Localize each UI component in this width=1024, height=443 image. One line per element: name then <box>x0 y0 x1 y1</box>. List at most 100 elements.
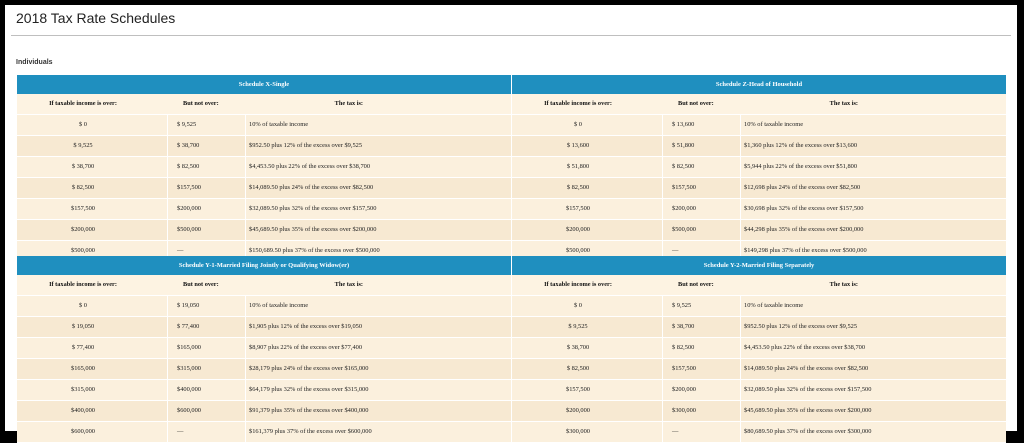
col-header-tax: The tax is: <box>334 281 363 288</box>
title-divider <box>11 35 1011 36</box>
column-divider <box>662 157 663 177</box>
column-divider <box>662 359 663 379</box>
col-header-over: If taxable income is over: <box>544 281 612 288</box>
column-divider <box>167 317 168 337</box>
col-header-not-over: But not over: <box>183 281 219 288</box>
column-divider <box>167 401 168 421</box>
schedule-table: Schedule X-Single If taxable income is ov… <box>17 75 511 262</box>
table-row: $ 13,600 $ 51,800 $1,360 plus 12% of the e… <box>512 136 1006 157</box>
cell-tax: $5,944 plus 22% of the excess over $51,8… <box>744 163 858 170</box>
column-divider <box>740 380 741 400</box>
column-divider <box>245 422 246 442</box>
table-row: $200,000 $300,000 $45,689.50 plus 35% of t… <box>512 401 1006 422</box>
column-divider <box>740 220 741 240</box>
cell-tax: $45,689.50 plus 35% of the excess over $… <box>744 407 872 414</box>
column-divider <box>245 157 246 177</box>
column-divider <box>740 115 741 135</box>
table-row: $157,500 $200,000 $32,089.50 plus 32% of t… <box>17 199 511 220</box>
cell-not-over: $ 19,050 <box>177 302 200 309</box>
cell-not-over: $400,000 <box>177 386 201 393</box>
cell-not-over: — <box>672 247 679 254</box>
column-divider <box>167 422 168 442</box>
cell-over: $200,000 <box>566 407 590 414</box>
cell-tax: 10% of taxable income <box>744 302 804 309</box>
cell-not-over: $157,500 <box>672 184 696 191</box>
cell-over: $ 77,400 <box>71 344 95 351</box>
table-row: $ 38,700 $ 82,500 $4,453.50 plus 22% of th… <box>512 338 1006 359</box>
cell-not-over: $500,000 <box>177 226 201 233</box>
cell-over: $165,000 <box>71 365 95 372</box>
column-divider <box>245 199 246 219</box>
table-row: $200,000 $500,000 $45,689.50 plus 35% of t… <box>17 220 511 241</box>
column-divider <box>662 338 663 358</box>
cell-not-over: $ 82,500 <box>672 344 695 351</box>
col-header-tax: The tax is: <box>829 281 858 288</box>
column-divider <box>662 401 663 421</box>
table-row: $315,000 $400,000 $64,179 plus 32% of the … <box>17 380 511 401</box>
cell-not-over: $ 9,525 <box>177 121 197 128</box>
column-header-row: If taxable income is over: But not over: T… <box>17 94 511 115</box>
column-divider <box>245 220 246 240</box>
cell-over: $200,000 <box>566 226 590 233</box>
cell-not-over: $ 82,500 <box>177 163 200 170</box>
table-row: $ 0 $ 19,050 10% of taxable income <box>17 296 511 317</box>
section-label: Individuals <box>16 59 53 66</box>
column-divider <box>740 422 741 442</box>
cell-over: $ 51,800 <box>566 163 590 170</box>
cell-tax: $952.50 plus 12% of the excess over $9,5… <box>744 323 858 330</box>
cell-tax: $32,089.50 plus 32% of the excess over $… <box>744 386 872 393</box>
column-divider <box>167 178 168 198</box>
column-divider <box>662 422 663 442</box>
col-header-over: If taxable income is over: <box>49 281 117 288</box>
cell-over: $ 82,500 <box>566 184 590 191</box>
cell-tax: 10% of taxable income <box>249 121 309 128</box>
cell-over: $ 0 <box>574 302 582 309</box>
column-divider <box>245 401 246 421</box>
schedule-table: Schedule Y-2-Married Filing Separately If… <box>511 256 1006 443</box>
cell-over: $500,000 <box>566 247 590 254</box>
cell-not-over: $ 77,400 <box>177 323 200 330</box>
cell-tax: $45,689.50 plus 35% of the excess over $… <box>249 226 377 233</box>
cell-over: $ 19,050 <box>71 323 95 330</box>
cell-tax: $1,360 plus 12% of the excess over $13,6… <box>744 142 858 149</box>
cell-not-over: — <box>672 428 679 435</box>
column-divider <box>740 401 741 421</box>
cell-tax: $64,179 plus 32% of the excess over $315… <box>249 386 369 393</box>
cell-over: $ 82,500 <box>71 184 95 191</box>
column-divider <box>662 220 663 240</box>
cell-tax: $14,089.50 plus 24% of the excess over $… <box>744 365 869 372</box>
table-row: $400,000 $600,000 $91,379 plus 35% of the … <box>17 401 511 422</box>
column-header-row: If taxable income is over: But not over: T… <box>17 275 511 296</box>
cell-tax: $14,089.50 plus 24% of the excess over $… <box>249 184 374 191</box>
column-divider <box>245 178 246 198</box>
cell-over: $ 9,525 <box>568 323 588 330</box>
schedule-table: Schedule Z-Head of Household If taxable i… <box>511 75 1006 262</box>
cell-tax: $149,298 plus 37% of the excess over $50… <box>744 247 867 254</box>
cell-over: $ 0 <box>79 121 87 128</box>
column-divider <box>740 136 741 156</box>
cell-over: $315,000 <box>71 386 95 393</box>
cell-tax: $80,689.50 plus 37% of the excess over $… <box>744 428 872 435</box>
column-divider <box>662 199 663 219</box>
col-header-not-over: But not over: <box>678 100 714 107</box>
column-header-row: If taxable income is over: But not over: T… <box>512 275 1006 296</box>
cell-tax: $91,379 plus 35% of the excess over $400… <box>249 407 369 414</box>
cell-tax: $150,689.50 plus 37% of the excess over … <box>249 247 380 254</box>
cell-not-over: — <box>177 247 184 254</box>
cell-tax: $30,698 plus 32% of the excess over $157… <box>744 205 864 212</box>
column-divider <box>740 241 741 261</box>
column-divider <box>662 317 663 337</box>
cell-tax: $44,298 plus 35% of the excess over $200… <box>744 226 864 233</box>
column-divider <box>167 380 168 400</box>
schedule-title: Schedule Z-Head of Household <box>512 75 1006 94</box>
table-row: $ 38,700 $ 82,500 $4,453.50 plus 22% of th… <box>17 157 511 178</box>
cell-not-over: $ 38,700 <box>672 323 695 330</box>
column-divider <box>245 241 246 261</box>
cell-over: $200,000 <box>71 226 95 233</box>
cell-not-over: $200,000 <box>672 386 696 393</box>
cell-not-over: $200,000 <box>672 205 696 212</box>
cell-not-over: $165,000 <box>177 344 201 351</box>
column-divider <box>167 220 168 240</box>
cell-tax: $1,905 plus 12% of the excess over $19,0… <box>249 323 363 330</box>
column-divider <box>245 359 246 379</box>
